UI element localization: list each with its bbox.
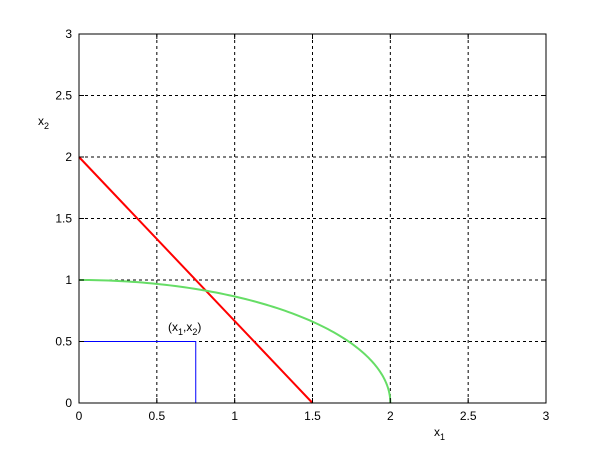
x-tick-label: 1.5 [304, 409, 321, 423]
series-group [78, 156, 392, 404]
y-tick-label: 0 [65, 396, 72, 410]
ticks: 0 0.5 1 1.5 2 2.5 3 0 0.5 1 1.5 2 2.5 3 [55, 27, 549, 423]
grid [79, 34, 546, 403]
series-line-2 [79, 341, 197, 403]
y-tick-label: 1 [65, 273, 72, 287]
x-tick-label: 2 [387, 409, 394, 423]
y-axis-label: x2 [38, 114, 49, 131]
x-tick-label: 3 [543, 409, 550, 423]
x-tick-label: 0 [76, 409, 83, 423]
y-tick-label: 2.5 [55, 89, 72, 103]
y-tick-label: 0.5 [55, 335, 72, 349]
y-tick-label: 3 [65, 27, 72, 41]
y-tick-label: 1.5 [55, 212, 72, 226]
series-line-1 [78, 279, 392, 404]
series-line-0 [78, 156, 314, 404]
y-tick-label: 2 [65, 150, 72, 164]
x-tick-label: 2.5 [460, 409, 477, 423]
x-tick-label: 0.5 [148, 409, 165, 423]
x-tick-label: 1 [231, 409, 238, 423]
annotation-label: (x1,x2) [168, 320, 201, 337]
x-axis-label: x1 [434, 425, 445, 442]
